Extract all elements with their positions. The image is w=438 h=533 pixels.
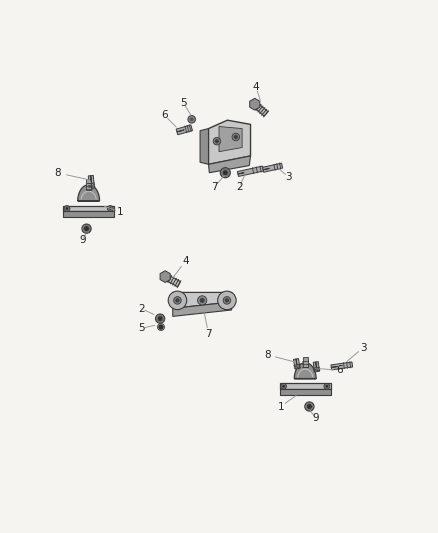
Text: 7: 7	[212, 182, 218, 191]
Polygon shape	[200, 128, 208, 164]
Circle shape	[158, 324, 164, 330]
Circle shape	[82, 224, 91, 233]
Circle shape	[168, 291, 187, 310]
Circle shape	[234, 135, 238, 139]
Circle shape	[325, 385, 328, 387]
Polygon shape	[238, 173, 244, 174]
Circle shape	[109, 207, 112, 209]
Circle shape	[215, 139, 219, 143]
Circle shape	[107, 206, 113, 212]
Polygon shape	[83, 225, 91, 232]
Polygon shape	[176, 125, 192, 135]
Text: 1: 1	[117, 207, 124, 217]
Polygon shape	[250, 98, 260, 110]
Polygon shape	[173, 302, 232, 317]
Circle shape	[232, 133, 240, 141]
Circle shape	[223, 170, 228, 176]
Circle shape	[157, 316, 163, 321]
Polygon shape	[296, 359, 297, 365]
Text: 2: 2	[138, 304, 145, 313]
Circle shape	[218, 291, 236, 310]
Polygon shape	[331, 362, 353, 370]
Text: 9: 9	[312, 413, 319, 423]
Circle shape	[190, 117, 194, 121]
Polygon shape	[78, 185, 99, 201]
Bar	[303, 357, 308, 367]
Circle shape	[175, 298, 180, 303]
Polygon shape	[219, 126, 242, 152]
Polygon shape	[293, 359, 300, 369]
Circle shape	[282, 385, 285, 387]
Polygon shape	[63, 212, 114, 217]
Text: 9: 9	[79, 235, 86, 245]
Polygon shape	[263, 168, 269, 170]
Circle shape	[225, 298, 229, 303]
Polygon shape	[263, 163, 283, 172]
Text: 8: 8	[264, 350, 271, 360]
Polygon shape	[88, 175, 95, 189]
Text: 3: 3	[285, 172, 292, 182]
Text: 6: 6	[161, 110, 168, 120]
Polygon shape	[237, 166, 264, 176]
Polygon shape	[160, 271, 170, 282]
Circle shape	[198, 296, 207, 305]
Circle shape	[155, 314, 165, 324]
Circle shape	[66, 207, 68, 209]
Circle shape	[174, 296, 181, 304]
Polygon shape	[280, 389, 331, 395]
Circle shape	[158, 324, 164, 330]
Circle shape	[305, 402, 314, 411]
Circle shape	[307, 403, 312, 409]
Polygon shape	[253, 102, 268, 116]
Circle shape	[324, 383, 330, 389]
Polygon shape	[173, 293, 232, 309]
Circle shape	[188, 116, 195, 123]
Text: 8: 8	[54, 168, 60, 177]
Bar	[86, 179, 91, 190]
Polygon shape	[208, 156, 251, 173]
Polygon shape	[156, 315, 164, 322]
Polygon shape	[164, 274, 180, 287]
Polygon shape	[221, 169, 230, 176]
Polygon shape	[316, 362, 317, 368]
Polygon shape	[91, 176, 92, 182]
Circle shape	[220, 168, 230, 178]
Polygon shape	[294, 362, 316, 378]
Circle shape	[64, 206, 70, 212]
Circle shape	[84, 225, 89, 232]
Polygon shape	[63, 206, 114, 212]
Circle shape	[223, 296, 231, 304]
Polygon shape	[305, 403, 313, 410]
Text: 5: 5	[180, 98, 187, 108]
Text: 5: 5	[138, 324, 145, 333]
Text: 4: 4	[182, 256, 189, 266]
Polygon shape	[208, 120, 251, 164]
Text: 2: 2	[236, 182, 243, 192]
Text: 6: 6	[336, 365, 343, 375]
Text: 4: 4	[253, 83, 259, 92]
Text: 1: 1	[278, 401, 284, 411]
Polygon shape	[158, 325, 164, 329]
Polygon shape	[313, 361, 319, 372]
Polygon shape	[280, 383, 331, 389]
Polygon shape	[177, 130, 184, 132]
Circle shape	[213, 138, 221, 145]
Circle shape	[281, 383, 286, 389]
Text: 3: 3	[360, 343, 367, 353]
Text: 7: 7	[205, 329, 212, 339]
Circle shape	[200, 298, 205, 303]
